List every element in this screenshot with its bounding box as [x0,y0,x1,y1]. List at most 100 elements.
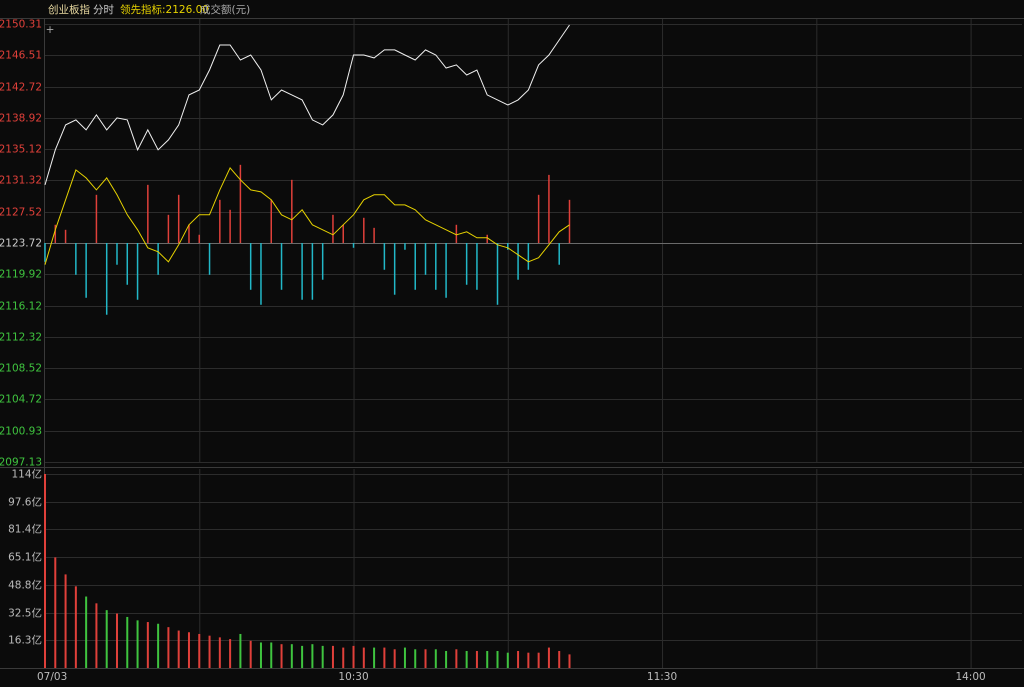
volume-bar [85,596,88,668]
y-tick-label: 81.4亿 [8,523,42,536]
indicator-bar [147,184,149,243]
volume-bar [290,644,293,668]
volume-bar [136,620,139,668]
indicator-bar [311,243,314,300]
volume-bar [259,642,262,668]
crosshair-icon[interactable]: + [46,24,55,36]
indicator-bar [291,179,293,243]
indicator-bar [188,224,190,243]
y-tick-label: 2135.12 [0,144,42,156]
indicator-bar [363,217,365,243]
x-tick-label: 14:00 [955,671,985,683]
volume-bar [95,603,98,668]
volume-bar [239,633,242,668]
indicator-bar [260,243,262,305]
volume-bar [486,650,489,668]
y-tick-label: 2108.52 [0,363,42,375]
volume-bar [506,652,509,668]
index-title: 创业板指 [48,3,90,16]
indicator-bar [352,243,355,248]
y-tick-label: 2097.13 [0,457,42,469]
y-tick-label: 2127.52 [0,207,42,219]
volume-bar [352,645,355,668]
volume-bar [301,645,304,668]
volume-bar [424,649,427,668]
indicator-bar [64,229,67,243]
volume-bar [198,633,201,668]
indicator-bar [568,199,571,243]
volume-bar [537,652,540,668]
volume-bar [167,627,170,668]
indicator-bar [95,194,98,243]
volume-bar [64,574,67,668]
y-tick-label: 65.1亿 [8,551,42,564]
indicator-bar [414,243,416,290]
volume-bar [393,649,396,668]
indicator-bar [537,194,540,243]
price-line [44,24,570,186]
volume-bar [126,616,129,668]
volume-bar [229,639,232,668]
indicator-bar [239,164,242,243]
volume-bar [280,644,283,668]
volume-bar [445,650,448,668]
indicator-bar [486,234,488,243]
volume-bar [455,649,458,668]
volume-bar [558,650,561,668]
volume-bar [568,654,571,668]
indicator-bar [383,243,386,270]
volume-bar [403,647,406,668]
indicator-bar [424,243,427,275]
indicator-bar [249,243,252,290]
price-line [44,166,570,265]
indicator-bar [445,243,447,298]
y-tick-label: 2100.93 [0,426,42,438]
indicator-bar [517,243,519,280]
volume-bar [475,650,478,668]
indicator-bar [465,243,468,285]
volume-bar [383,647,386,668]
y-tick-label: 97.6亿 [8,496,42,509]
indicator-bar [435,243,437,290]
indicator-bar [44,243,46,262]
indicator-bar [280,243,283,290]
y-tick-label: 2142.72 [0,82,42,94]
y-tick-label: 2146.51 [0,50,42,62]
x-tick-label: 07/03 [37,671,67,683]
y-tick-label: 2112.32 [0,332,42,344]
indicator-bar [126,243,129,285]
indicator-bar [404,243,406,250]
volume-bar [311,644,314,668]
indicator-bar [270,199,273,243]
indicator-bar [116,243,118,265]
volume-bar [527,652,530,668]
indicator-bar [342,224,344,243]
y-tick-label: 2123.72 [0,238,42,250]
volume-bar [331,645,334,668]
indicator-bar [373,227,375,243]
volume-bar [414,649,417,668]
volume-bar [44,474,46,668]
y-tick-label: 2138.92 [0,113,42,125]
y-tick-label: 48.8亿 [8,579,42,592]
volume-bar [496,650,499,668]
indicator-bar [527,243,530,270]
y-tick-label: 2116.12 [0,301,42,313]
indicator-bar [54,224,57,243]
x-tick-label: 10:30 [338,671,368,683]
volume-bar [465,650,468,668]
volume-bar [146,622,149,668]
indicator-bar [198,234,201,243]
volume-bar [517,650,520,668]
volume-bar [115,613,118,668]
indicator-label: 领先指标:2126.00 [120,3,209,16]
volume-bar [321,645,324,668]
y-tick-label: 2131.32 [0,175,42,187]
indicator-bar [75,243,77,275]
indicator-bar [301,243,303,300]
volume-bar [362,647,365,668]
y-tick-label: 32.5亿 [8,607,42,620]
volume-bar [105,610,108,668]
